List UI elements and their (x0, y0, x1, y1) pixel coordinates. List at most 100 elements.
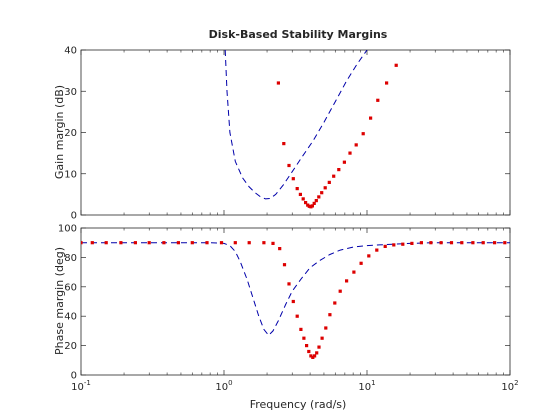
x-tick-label: 100 (215, 379, 232, 393)
phase-margin-y-tick-label: 0 (71, 371, 77, 382)
phase-margin-dotted-point (493, 241, 497, 245)
phase-margin-dotted-point (262, 241, 266, 245)
phase-margin-dotted-point (383, 244, 387, 248)
phase-margin-dotted-point (328, 313, 332, 317)
phase-margin-dotted-point (439, 241, 443, 245)
phase-margin-dotted-point (299, 327, 303, 331)
gain-margin-dotted-point (369, 116, 373, 120)
x-tick-base: 10 (71, 382, 84, 393)
phase-margin-dotted-point (471, 241, 475, 245)
phase-margin-dotted-point (460, 241, 464, 245)
phase-margin-dotted-point (503, 241, 507, 245)
phase-margin-dotted-point (317, 345, 321, 349)
x-tick-label: 10-1 (71, 379, 91, 393)
gain-margin-dotted-point (332, 174, 336, 178)
x-tick-base: 10 (215, 382, 228, 393)
gain-margin-y-tick-label: 10 (64, 169, 77, 180)
x-tick-base: 10 (358, 382, 371, 393)
phase-margin-ylabel: Phase margin (deg) (53, 247, 66, 355)
phase-margin-dotted-point (392, 243, 396, 247)
phase-margin-dotted-point (205, 241, 209, 245)
phase-margin-dotted-point (359, 261, 363, 265)
phase-margin-series (81, 241, 510, 359)
phase-margin-dotted-point (119, 241, 123, 245)
x-tick-label: 101 (358, 379, 375, 393)
gain-margin-dotted-point (312, 201, 316, 205)
gain-margin-dotted-point (342, 160, 346, 164)
gain-margin-dotted-point (298, 192, 302, 196)
phase-margin-dotted-point (410, 241, 414, 245)
gain-margin-dotted-point (394, 63, 398, 67)
phase-margin-dotted-point (375, 248, 379, 252)
phase-margin-dotted-point (291, 299, 295, 304)
gain-margin-dotted-point (276, 81, 280, 85)
phase-margin-dotted-point (162, 241, 166, 245)
phase-margin-dotted-point (233, 241, 237, 245)
phase-margin-y-ticks: 0 20 40 60 80 100 (58, 224, 510, 382)
gain-margin-y-ticks: 0 10 20 30 40 (64, 46, 510, 222)
phase-margin-dotted-point (133, 241, 137, 245)
gain-margin-dotted-point (320, 191, 324, 195)
phase-margin-dotted-point (419, 241, 423, 245)
gain-margin-dotted-point (376, 98, 380, 102)
phase-margin-x-ticks: 10-1 100 101 102 (71, 228, 519, 393)
phase-margin-dotted-point (338, 289, 342, 293)
phase-margin-plot-frame (80, 227, 511, 376)
gain-margin-dotted-point (348, 151, 352, 155)
gain-margin-dotted-point (385, 81, 389, 85)
gain-margin-dotted-point (291, 177, 295, 181)
phase-margin-dotted-point (104, 241, 108, 245)
gain-margin-x-ticks (80, 50, 511, 215)
phase-margin-dotted-point (429, 241, 433, 245)
phase-margin-dotted-point (309, 354, 313, 358)
phase-margin-dotted-point (287, 282, 291, 286)
phase-margin-dotted-point (282, 263, 287, 267)
phase-margin-dotted-point (315, 351, 319, 355)
phase-margin-dotted-point (295, 314, 299, 318)
gain-margin-dotted-point (314, 199, 318, 203)
gain-margin-dashed-series (224, 50, 368, 200)
gain-margin-dotted-point (361, 132, 365, 136)
phase-margin-dotted-point (333, 301, 337, 305)
gain-margin-dotted-point (317, 195, 321, 199)
gain-margin-ylabel: Gain margin (dB) (53, 85, 66, 179)
phase-margin-dotted-point (302, 336, 306, 340)
phase-margin-dotted-point (190, 241, 194, 245)
phase-margin-dotted-point (352, 270, 356, 274)
phase-margin-y-tick-label: 80 (64, 253, 77, 264)
gain-margin-dotted-point (337, 168, 341, 172)
gain-margin-dotted-point (295, 187, 299, 191)
gain-margin-y-tick-label: 30 (64, 87, 77, 98)
phase-margin-dashed-series (81, 242, 510, 337)
phase-margin-dotted-point (345, 279, 349, 283)
gain-margin-plot-frame (80, 49, 511, 216)
gain-margin-dotted-point (304, 201, 308, 205)
gain-margin-dotted-point (323, 186, 327, 190)
phase-margin-dotted-point (449, 241, 454, 245)
gain-margin-axes: 0 10 20 30 40 Gain margin (dB) (53, 46, 511, 222)
phase-margin-y-tick-label: 60 (64, 282, 77, 293)
gain-margin-series (224, 50, 398, 209)
phase-margin-dotted-point (278, 247, 282, 251)
phase-margin-dotted-point (247, 241, 251, 245)
phase-margin-dotted-point (307, 349, 311, 354)
phase-margin-dotted-point (81, 241, 83, 245)
gain-margin-y-tick-label: 20 (64, 128, 77, 139)
gain-margin-dotted-point (354, 143, 358, 147)
phase-margin-dotted-point (176, 241, 180, 245)
phase-margin-dotted-point (367, 254, 371, 258)
gain-margin-y-tick-label: 40 (64, 46, 77, 57)
x-tick-exponent: 1 (371, 379, 375, 387)
phase-margin-dotted-point (90, 241, 94, 245)
x-tick-exponent: 0 (228, 379, 232, 387)
gain-margin-dotted-point (287, 163, 291, 168)
phase-margin-y-tick-label: 100 (58, 224, 77, 235)
phase-margin-dotted-point (320, 336, 324, 340)
phase-margin-dotted-point (147, 241, 151, 245)
phase-margin-dotted-point (219, 241, 224, 245)
x-axis-label: Frequency (rad/s) (250, 398, 347, 411)
phase-margin-y-tick-label: 40 (64, 312, 77, 323)
phase-margin-dotted-point (313, 354, 317, 358)
phase-margin-dotted-point (324, 326, 328, 330)
